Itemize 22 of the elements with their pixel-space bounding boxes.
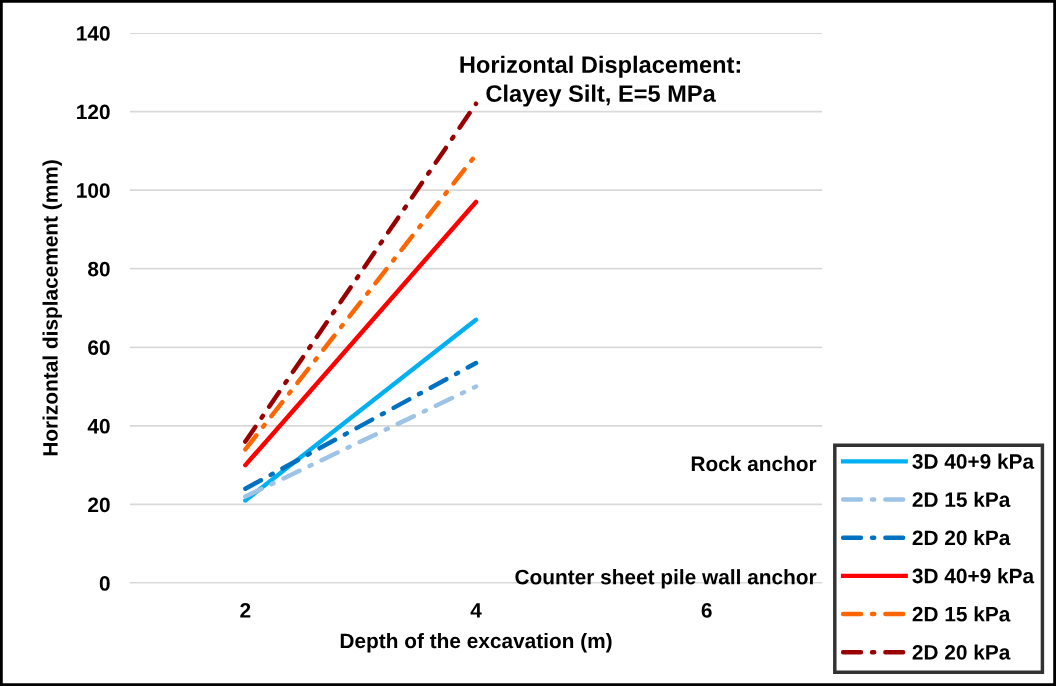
y-axis-title: Horizontal displacement (mm) [42,160,62,456]
y-tick-label: 0 [99,576,110,591]
y-tick-label: 80 [88,261,110,277]
legend-label: 3D 40+9 kPa [912,453,1035,469]
legend-label: 2D 20 kPa [912,644,1011,660]
annotation: Rock anchor [691,455,817,472]
y-tick-label: 100 [77,183,110,198]
legend-label: 3D 40+9 kPa [912,568,1035,584]
y-tick-label: 120 [77,104,110,120]
text: Horizontal Displacement: Clayey Silt, E=5 MPa [460,55,740,107]
annotation: Counter sheet pile wall anchor [515,569,817,589]
y-tick-label: 40 [87,418,110,434]
y-tick-label: 20 [88,497,110,513]
legend-label: 2D 15 kPa [912,491,1011,508]
x-tick-label: 2 [240,602,251,618]
x-axis-title: Depth of the excavation (m) [340,632,612,653]
legend-label: 2D 20 kPa [912,529,1011,546]
y-tick-label: 140 [77,26,110,41]
y-tick-label: 60 [88,340,110,356]
x-tick-label: 4 [470,603,482,618]
legend-label: 2D 15 kPa [912,606,1011,622]
x-tick-label: 6 [701,602,712,618]
